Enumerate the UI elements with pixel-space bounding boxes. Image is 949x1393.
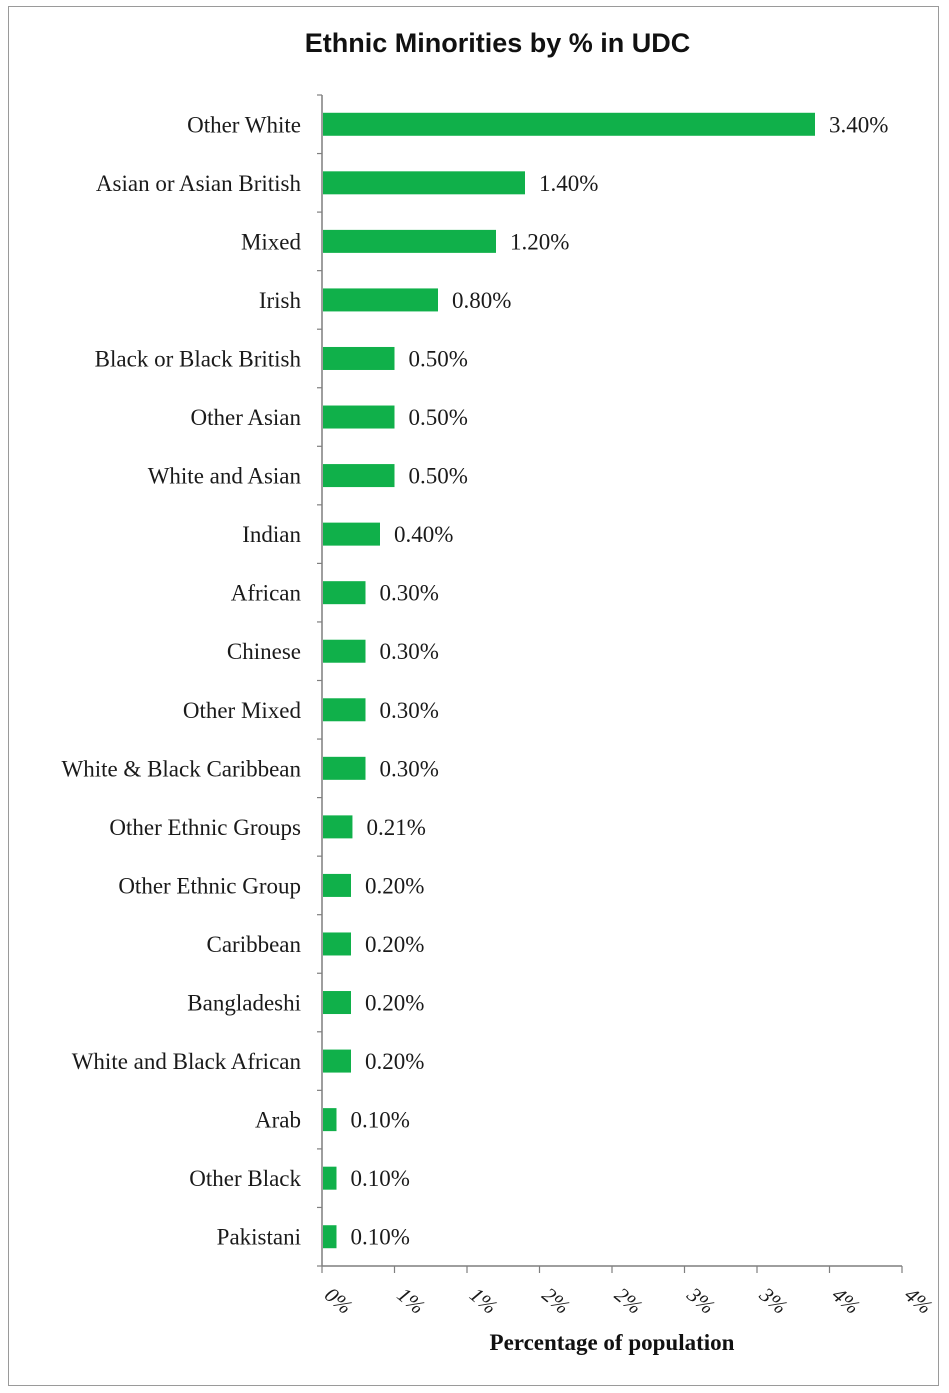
category-label: Irish	[259, 288, 302, 313]
category-label: Other Mixed	[183, 698, 302, 723]
bar	[323, 346, 395, 370]
x-tick-label: 0%	[320, 1282, 357, 1318]
bar	[323, 873, 351, 897]
bar	[323, 581, 366, 605]
category-label: Other Ethnic Groups	[109, 815, 301, 840]
data-label: 0.10%	[351, 1225, 410, 1250]
bar	[323, 464, 395, 488]
category-label: White and Asian	[148, 464, 302, 489]
bar	[323, 288, 438, 312]
chart-title: Ethnic Minorities by % in UDC	[304, 28, 691, 58]
bar	[323, 698, 366, 722]
bar	[323, 522, 380, 546]
x-tick-label: 1%	[393, 1282, 430, 1318]
category-label: White & Black Caribbean	[61, 756, 301, 781]
category-label: Pakistani	[217, 1225, 301, 1250]
bar	[323, 1049, 351, 1073]
category-label: Other White	[187, 112, 301, 137]
data-label: 0.20%	[365, 1049, 424, 1074]
x-tick-label: 4%	[900, 1282, 937, 1318]
x-axis-title: Percentage of population	[489, 1330, 735, 1355]
category-label: Other Ethnic Group	[118, 873, 301, 898]
bar	[323, 991, 351, 1015]
data-label: 0.30%	[380, 581, 439, 606]
category-label: Indian	[242, 522, 301, 547]
bar	[323, 639, 366, 663]
data-label: 0.50%	[409, 405, 468, 430]
x-tick-label: 1%	[465, 1282, 502, 1318]
data-label: 0.20%	[365, 932, 424, 957]
category-label: Arab	[255, 1108, 301, 1133]
bar	[323, 932, 351, 956]
data-label: 0.10%	[351, 1166, 410, 1191]
bar	[323, 1108, 337, 1132]
data-label: 0.30%	[380, 756, 439, 781]
x-tick-label: 3%	[682, 1282, 720, 1319]
bar	[323, 756, 366, 780]
x-tick-label: 3%	[754, 1282, 792, 1319]
category-label: White and Black African	[72, 1049, 302, 1074]
bar	[323, 171, 525, 195]
category-label: Caribbean	[206, 932, 301, 957]
data-label: 0.50%	[409, 464, 468, 489]
bar	[323, 229, 496, 253]
data-label: 1.40%	[539, 171, 598, 196]
bar	[323, 815, 353, 839]
category-label: Chinese	[227, 639, 301, 664]
category-label: Other Black	[189, 1166, 301, 1191]
category-label: Black or Black British	[95, 346, 302, 371]
bar	[323, 1225, 337, 1249]
data-label: 3.40%	[829, 112, 888, 137]
data-label: 0.50%	[409, 346, 468, 371]
data-label: 0.20%	[365, 991, 424, 1016]
bar	[323, 1166, 337, 1190]
data-label: 1.20%	[510, 229, 569, 254]
data-label: 0.20%	[365, 873, 424, 898]
data-label: 0.30%	[380, 698, 439, 723]
bar	[323, 112, 815, 136]
category-label: Asian or Asian British	[96, 171, 302, 196]
x-tick-label: 2%	[538, 1282, 575, 1318]
data-label: 0.10%	[351, 1108, 410, 1133]
category-label: Mixed	[241, 229, 302, 254]
data-label: 0.30%	[380, 639, 439, 664]
bar	[323, 405, 395, 429]
category-label: Bangladeshi	[187, 991, 301, 1016]
category-label: Other Asian	[190, 405, 301, 430]
data-label: 0.21%	[366, 815, 425, 840]
x-tick-label: 2%	[610, 1282, 647, 1318]
data-label: 0.80%	[452, 288, 511, 313]
data-label: 0.40%	[394, 522, 453, 547]
category-label: African	[231, 581, 302, 606]
x-tick-label: 4%	[828, 1282, 865, 1318]
